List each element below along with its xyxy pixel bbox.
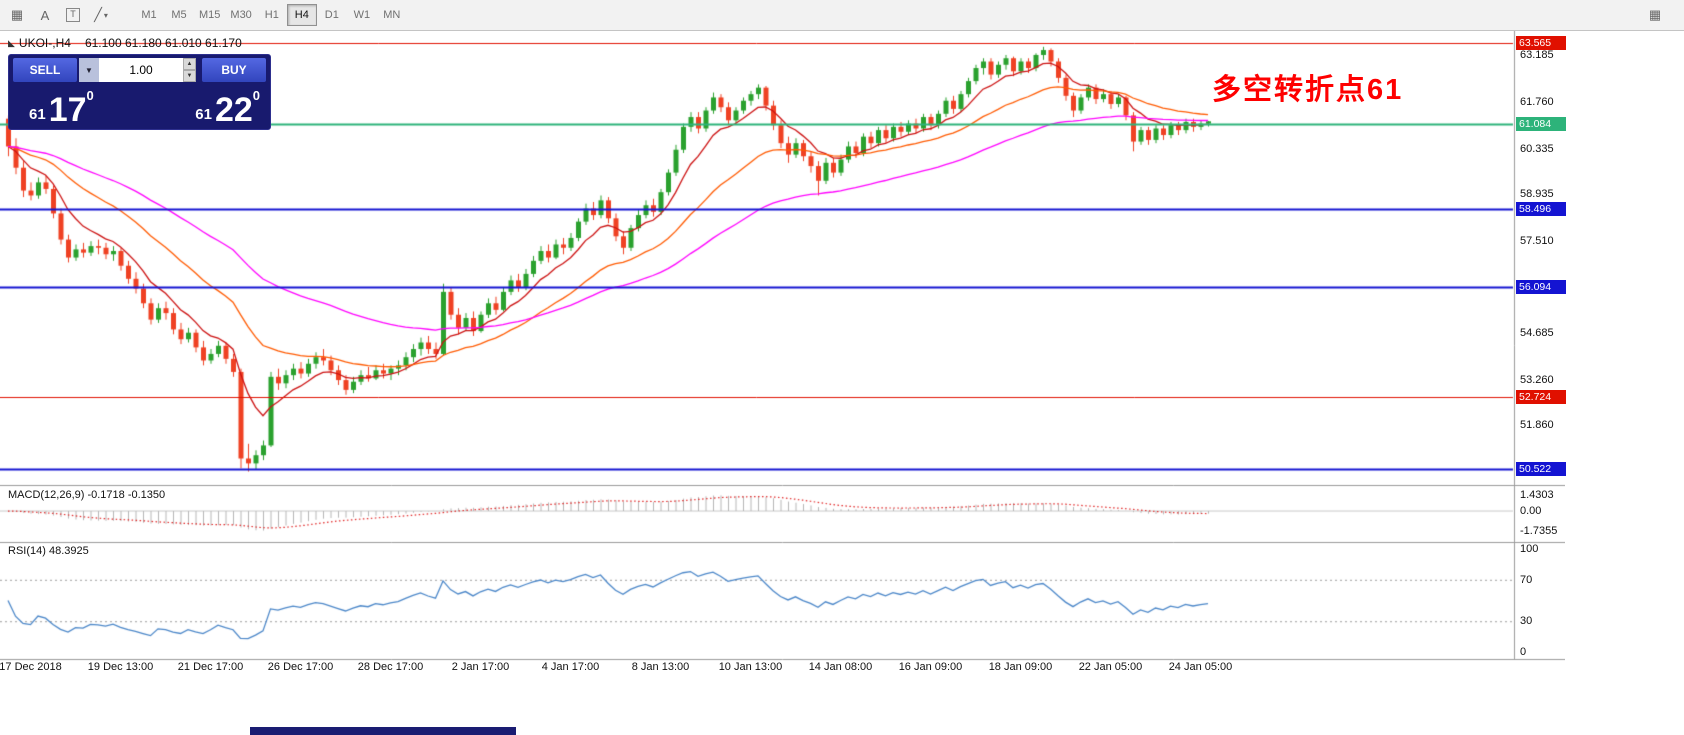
draw-tool-icon[interactable]: ╱ ▾ xyxy=(90,4,112,26)
sell-price-pips: 17 xyxy=(48,91,87,129)
rsi-scale-tick: 70 xyxy=(1520,573,1533,586)
price-tick: 51.860 xyxy=(1520,419,1554,432)
time-axis-label: 28 Dec 17:00 xyxy=(357,661,424,673)
top-toolbar: ▦ A T ╱ ▾ M1 M5 M15 M30 H1 H4 D1 W1 MN ▦ xyxy=(0,0,1684,31)
frame-tool-glyph: T xyxy=(66,8,80,22)
macd-scale-tick: 0.00 xyxy=(1520,505,1542,518)
price-tick: 61.760 xyxy=(1520,96,1554,109)
price-tick: 58.935 xyxy=(1520,188,1554,201)
price-level-badge: 50.522 xyxy=(1516,462,1566,477)
price-level-badge: 58.496 xyxy=(1516,201,1566,216)
price-level-badge: 56.094 xyxy=(1516,280,1566,295)
time-axis-label: 26 Dec 17:00 xyxy=(267,661,334,673)
candlestick-chart[interactable] xyxy=(0,31,1565,681)
time-axis-label: 10 Jan 13:00 xyxy=(718,661,783,673)
draw-tool-glyph: ╱ xyxy=(94,7,102,22)
sell-button[interactable]: SELL xyxy=(13,58,77,82)
buy-price: 61 22 0 xyxy=(195,84,260,128)
volume-dropdown-button[interactable]: ▼ xyxy=(79,58,99,82)
price-tick: 63.185 xyxy=(1520,49,1554,62)
price-level-badge: 52.724 xyxy=(1516,390,1566,405)
timeframe-button-mn[interactable]: MN xyxy=(383,9,401,21)
time-axis-label: 22 Jan 05:00 xyxy=(1078,661,1143,673)
timeframe-button-m5[interactable]: M5 xyxy=(171,9,187,21)
time-axis-label: 24 Jan 05:00 xyxy=(1168,661,1233,673)
rsi-label: RSI(14) 48.3925 xyxy=(8,545,89,557)
macd-scale-tick: -1.7355 xyxy=(1520,525,1558,538)
price-tick: 57.510 xyxy=(1520,234,1554,247)
buy-price-int: 61 xyxy=(195,106,212,123)
ohlc-values: 61.100 61.180 61.010 61.170 xyxy=(84,36,242,50)
trade-panel-controls: SELL ▼ 1.00 ▲ ▼ BUY xyxy=(13,58,266,82)
sell-price: 61 17 0 xyxy=(29,84,94,128)
toolbar-right-glyph: ▦ xyxy=(1648,7,1662,22)
time-axis[interactable]: 17 Dec 2018 19 Dec 13:00 21 Dec 17:00 26 De… xyxy=(0,661,1513,679)
time-axis-label: 18 Jan 09:00 xyxy=(988,661,1053,673)
price-tick: 54.685 xyxy=(1520,327,1554,340)
toolbar-right-icon[interactable]: ▦ xyxy=(1644,4,1666,26)
chart-symbol-header: ◣ UKOI-,H4 61.100 61.180 61.010 61.170 xyxy=(8,36,242,50)
time-axis-label: 8 Jan 13:00 xyxy=(631,661,690,673)
one-click-trading-panel: SELL ▼ 1.00 ▲ ▼ BUY 61 17 0 61 22 0 xyxy=(8,54,271,130)
volume-up-icon[interactable]: ▲ xyxy=(183,58,196,70)
grid-tool-icon[interactable]: ▦ xyxy=(6,4,28,26)
chart-annotation: 多空转折点61 xyxy=(1212,74,1404,106)
timeframe-button-d1[interactable]: D1 xyxy=(324,9,339,21)
timeframe-button-w1[interactable]: W1 xyxy=(353,9,371,21)
price-scale[interactable]: 63.18561.76060.33558.93557.51056.08554.6… xyxy=(1516,31,1580,681)
time-axis-label: 21 Dec 17:00 xyxy=(177,661,244,673)
chevron-down-icon: ▾ xyxy=(103,10,108,20)
timeframe-button-h4[interactable]: H4 xyxy=(286,4,317,26)
text-tool-icon[interactable]: A xyxy=(34,4,56,26)
symbol-label: UKOI-,H4 xyxy=(18,36,71,50)
price-tick: 53.260 xyxy=(1520,373,1554,386)
time-axis-label: 17 Dec 2018 xyxy=(0,661,62,673)
rsi-scale-tick: 30 xyxy=(1520,615,1533,628)
price-level-badge: 63.565 xyxy=(1516,36,1566,51)
panel-toggle-icon[interactable]: ◣ xyxy=(8,37,15,48)
macd-scale-tick: 1.4303 xyxy=(1520,488,1554,501)
volume-down-icon[interactable]: ▼ xyxy=(183,70,196,82)
sell-price-int: 61 xyxy=(29,106,46,123)
time-axis-label: 2 Jan 17:00 xyxy=(451,661,510,673)
time-axis-label: 19 Dec 13:00 xyxy=(87,661,154,673)
timeframe-button-m1[interactable]: M1 xyxy=(141,9,157,21)
volume-stepper: ▲ ▼ xyxy=(183,58,196,82)
price-level-badge: 61.084 xyxy=(1516,117,1566,132)
time-axis-label: 4 Jan 17:00 xyxy=(541,661,600,673)
buy-price-pipette: 0 xyxy=(252,88,260,103)
buy-button[interactable]: BUY xyxy=(202,58,266,82)
timeframe-buttons: M1 M5 M15 M30 H1 H4 D1 W1 MN xyxy=(134,4,407,26)
timeframe-button-m30[interactable]: M30 xyxy=(230,9,252,21)
time-axis-label: 16 Jan 09:00 xyxy=(898,661,963,673)
volume-input[interactable]: 1.00 xyxy=(99,58,183,82)
timeframe-button-h1[interactable]: H1 xyxy=(264,9,279,21)
grid-tool-glyph: ▦ xyxy=(10,7,24,22)
timeframe-button-m15[interactable]: M15 xyxy=(199,9,221,21)
rsi-scale-tick: 0 xyxy=(1520,646,1527,658)
bottom-window-fragment xyxy=(250,727,516,735)
buy-price-pips: 22 xyxy=(214,91,253,129)
price-tick: 60.335 xyxy=(1520,142,1554,155)
rsi-scale-tick: 100 xyxy=(1520,543,1539,555)
frame-tool-icon[interactable]: T xyxy=(62,4,84,26)
text-tool-glyph: A xyxy=(40,7,50,23)
time-axis-label: 14 Jan 08:00 xyxy=(808,661,873,673)
sell-price-pipette: 0 xyxy=(86,88,94,103)
macd-label: MACD(12,26,9) -0.1718 -0.1350 xyxy=(8,489,166,501)
trade-panel-prices: 61 17 0 61 22 0 xyxy=(13,82,266,128)
